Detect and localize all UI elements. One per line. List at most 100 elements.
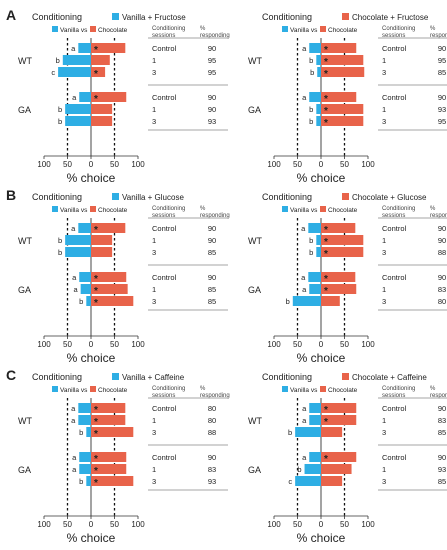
responding-value: 90: [438, 44, 446, 53]
bar-vanilla: [62, 55, 91, 65]
significance-star: *: [94, 45, 98, 56]
bar-chocolate: [91, 223, 126, 233]
significance-letter: b: [79, 477, 83, 486]
legend-chocolate-label: Chocolate: [98, 387, 128, 394]
responding-value: 90: [208, 453, 216, 462]
panel-letter: C: [6, 367, 16, 383]
bar-chocolate: [321, 476, 343, 486]
group-label-ga: GA: [18, 105, 31, 115]
responding-value: 90: [438, 93, 446, 102]
x-axis-label: % choice: [297, 531, 346, 545]
bar-vanilla: [86, 476, 91, 486]
significance-letter: a: [301, 273, 306, 282]
bar-chocolate: [91, 403, 126, 413]
bar-vanilla: [309, 415, 321, 425]
significance-letter: a: [71, 44, 76, 53]
legend-chocolate-label: Chocolate: [328, 387, 358, 394]
x-tick-label: 100: [131, 340, 145, 349]
bar-chocolate: [321, 67, 365, 77]
bar-chocolate: [91, 476, 134, 486]
bar-vanilla: [78, 223, 91, 233]
session-label: Control: [382, 93, 407, 102]
conditioning-swatch: [112, 13, 119, 20]
bar-vanilla: [316, 235, 321, 245]
significance-star: *: [324, 417, 328, 428]
bar-vanilla: [79, 272, 91, 282]
bar-vanilla: [316, 116, 321, 126]
bar-vanilla: [80, 284, 91, 294]
group-label-ga: GA: [18, 285, 31, 295]
responding-value: 80: [208, 416, 216, 425]
chart-panel-c-right: Conditioning Chocolate + Caffeine Vanilla …: [248, 372, 447, 545]
x-tick-label: 50: [63, 520, 72, 529]
significance-letter: a: [72, 93, 77, 102]
group-label-wt: WT: [248, 56, 262, 66]
significance-star: *: [324, 249, 328, 260]
x-tick-label: 100: [267, 160, 281, 169]
table-header-sessions: Conditioning: [382, 26, 415, 32]
x-axis-label: % choice: [67, 351, 116, 365]
session-label: 1: [382, 285, 386, 294]
x-tick-label: 50: [110, 520, 119, 529]
legend-chocolate-swatch: [90, 26, 96, 32]
bar-vanilla: [65, 104, 91, 114]
conditioning-label: Conditioning: [262, 372, 312, 382]
bar-chocolate: [321, 427, 343, 437]
conditioning-swatch: [342, 193, 349, 200]
bar-chocolate: [91, 55, 110, 65]
significance-letter: b: [309, 248, 313, 257]
conditioning-label: Conditioning: [262, 12, 312, 22]
table-header-responding: %: [430, 26, 436, 32]
panel-letter: B: [6, 187, 16, 203]
significance-letter: b: [297, 465, 301, 474]
responding-value: 95: [208, 56, 216, 65]
significance-letter: a: [302, 44, 307, 53]
bar-vanilla: [316, 55, 321, 65]
significance-star: *: [94, 466, 98, 477]
session-label: 1: [382, 56, 386, 65]
legend-vanilla-label: Vanilla vs: [290, 387, 318, 394]
significance-letter: b: [79, 428, 83, 437]
group-label-ga: GA: [248, 105, 261, 115]
session-label: Control: [152, 404, 177, 413]
significance-star: *: [94, 429, 98, 440]
bar-vanilla: [86, 427, 91, 437]
bar-chocolate: [321, 43, 357, 53]
session-label: 1: [152, 56, 156, 65]
responding-value: 95: [438, 117, 446, 126]
significance-letter: a: [71, 416, 76, 425]
session-label: 1: [152, 105, 156, 114]
bar-chocolate: [91, 235, 113, 245]
panel-letter: A: [6, 7, 16, 23]
bar-chocolate: [321, 296, 340, 306]
bar-chocolate: [321, 272, 356, 282]
conditioning-stimulus: Chocolate + Caffeine: [352, 373, 427, 382]
group-label-wt: WT: [18, 56, 32, 66]
responding-value: 80: [438, 297, 446, 306]
bar-vanilla: [295, 476, 321, 486]
significance-letter: a: [71, 224, 76, 233]
bar-chocolate: [91, 116, 113, 126]
legend-chocolate-swatch: [320, 386, 326, 392]
significance-star: *: [94, 94, 98, 105]
significance-star: *: [324, 69, 328, 80]
bar-vanilla: [78, 403, 91, 413]
table-header-sessions: sessions: [152, 213, 175, 219]
bar-vanilla: [309, 43, 321, 53]
table-header-sessions: sessions: [382, 33, 405, 39]
bar-chocolate: [321, 235, 364, 245]
significance-star: *: [94, 478, 98, 489]
bar-chocolate: [91, 415, 126, 425]
x-tick-label: 100: [361, 160, 375, 169]
bar-vanilla: [65, 116, 91, 126]
x-tick-label: 0: [89, 160, 94, 169]
bar-vanilla: [78, 43, 91, 53]
responding-value: 90: [208, 44, 216, 53]
bar-vanilla: [308, 272, 321, 282]
group-label-wt: WT: [18, 416, 32, 426]
significance-letter: b: [309, 117, 313, 126]
significance-star: *: [324, 57, 328, 68]
conditioning-stimulus: Vanilla + Fructose: [122, 13, 186, 22]
session-label: 3: [382, 117, 386, 126]
x-axis-label: % choice: [67, 531, 116, 545]
